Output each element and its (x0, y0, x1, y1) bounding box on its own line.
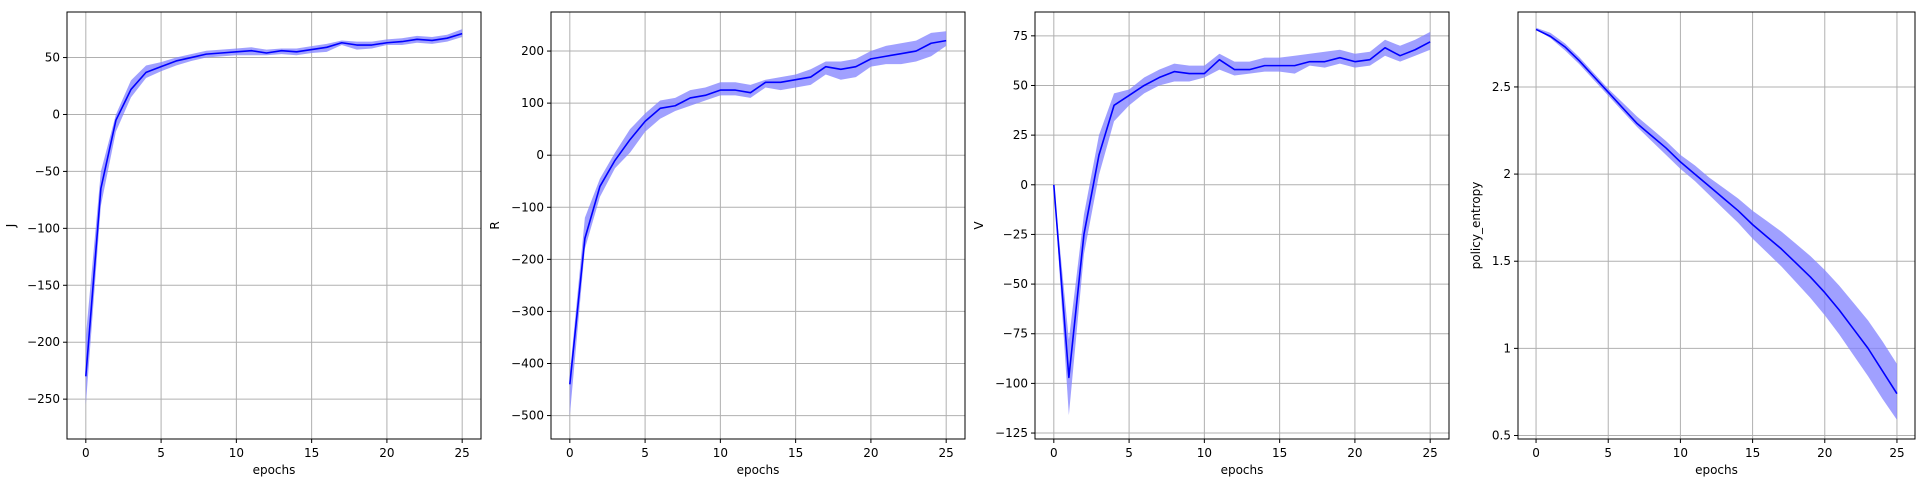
y-tick-label: 100 (521, 96, 544, 110)
y-tick-label: 200 (521, 44, 544, 58)
y-tick-label: −500 (511, 409, 544, 423)
x-tick-label: 25 (1889, 446, 1904, 460)
x-tick-label: 15 (788, 446, 803, 460)
y-tick-label: 1.5 (1492, 254, 1511, 268)
x-tick-label: 10 (229, 446, 244, 460)
x-tick-label: 0 (1532, 446, 1540, 460)
subplot-j: 0 5 10 15 20 25 −250 −200 −150 −100 −50 0 50 epochs J (4, 11, 482, 477)
x-tick-label: 25 (1423, 446, 1438, 460)
y-tick-label: 0 (536, 148, 544, 162)
y-axis-label: R (488, 221, 502, 229)
y-tick-label: −50 (1003, 277, 1028, 291)
x-axis-label: epochs (1695, 463, 1738, 477)
x-tick-label: 0 (82, 446, 90, 460)
axes-frame (66, 11, 482, 440)
x-tick-label: 0 (1050, 446, 1058, 460)
y-tick-label: 75 (1013, 29, 1028, 43)
x-axis-label: epochs (1221, 463, 1264, 477)
axes-frame (1034, 11, 1450, 440)
x-tick-label: 20 (1817, 446, 1832, 460)
y-tick-label: 2.5 (1492, 80, 1511, 94)
axes-frame (1517, 11, 1916, 440)
y-tick-label: −400 (511, 356, 544, 370)
y-axis-label: J (4, 224, 18, 229)
x-tick-label: 25 (455, 446, 470, 460)
y-tick-label: −150 (27, 278, 60, 292)
x-tick-label: 20 (1347, 446, 1362, 460)
axes-frame (550, 11, 966, 440)
x-tick-label: 5 (1604, 446, 1612, 460)
series-line (569, 39, 947, 385)
x-tick-label: 10 (1673, 446, 1688, 460)
x-tick-label: 25 (939, 446, 954, 460)
y-tick-label: −200 (27, 335, 60, 349)
y-tick-label: −50 (35, 164, 60, 178)
x-tick-label: 15 (304, 446, 319, 460)
subplot-r: 0 5 10 15 20 25 −500 −400 −300 −200 −100 0 100 200 epo… (488, 11, 966, 477)
y-tick-label: −125 (995, 426, 1028, 440)
y-tick-label: 1 (1503, 341, 1511, 355)
y-tick-label: −25 (1003, 227, 1028, 241)
x-axis-label: epochs (737, 463, 780, 477)
x-tick-label: 20 (863, 446, 878, 460)
y-tick-label: 2 (1503, 167, 1511, 181)
subplot-v: 0 5 10 15 20 25 −125 −100 −75 −50 −25 0 25 50 75 epochs… (972, 11, 1450, 477)
x-tick-label: 10 (713, 446, 728, 460)
subplot-grid: 0 5 10 15 20 25−250−200−150−100−50050epochsJ0… (4, 11, 1916, 477)
y-tick-label: −100 (995, 376, 1028, 390)
x-tick-label: 10 (1197, 446, 1212, 460)
y-axis-label: policy_entropy (1469, 182, 1483, 270)
subplot-policy-entropy: 0 5 10 15 20 25 0.5 1 1.5 2 2.5 epochs policy_entrop… (1469, 11, 1916, 477)
y-tick-label: 0.5 (1492, 429, 1511, 443)
x-tick-label: 5 (1125, 446, 1133, 460)
y-tick-label: 25 (1013, 128, 1028, 142)
x-axis-label: epochs (253, 463, 296, 477)
y-tick-label: −100 (511, 200, 544, 214)
y-tick-label: 50 (1013, 78, 1028, 92)
y-axis-label: V (972, 221, 986, 230)
y-tick-label: −75 (1003, 327, 1028, 341)
x-tick-label: 5 (641, 446, 649, 460)
series-line (1535, 28, 1898, 395)
x-tick-label: 15 (1745, 446, 1760, 460)
series-line (1053, 41, 1431, 379)
x-tick-label: 15 (1272, 446, 1287, 460)
y-tick-label: −300 (511, 304, 544, 318)
y-tick-label: 0 (52, 107, 60, 121)
y-tick-label: 50 (45, 51, 60, 65)
y-tick-label: −250 (27, 392, 60, 406)
y-tick-label: −200 (511, 252, 544, 266)
series-line (85, 32, 463, 377)
y-tick-label: −100 (27, 221, 60, 235)
x-tick-label: 20 (379, 446, 394, 460)
x-tick-label: 5 (157, 446, 165, 460)
y-tick-label: 0 (1020, 178, 1028, 192)
x-tick-label: 0 (566, 446, 574, 460)
